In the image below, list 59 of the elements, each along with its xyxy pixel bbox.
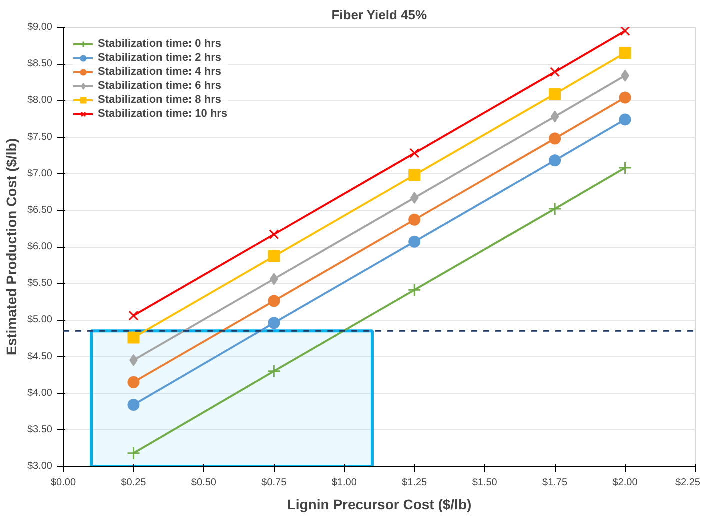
point (549, 132, 562, 145)
point (128, 399, 140, 412)
point (268, 317, 280, 330)
point (126, 446, 140, 460)
legend-label: Stabilization time: 4 hrs (98, 65, 222, 79)
y-tick-label: $3.00 (27, 461, 53, 472)
y-tick-label: $5.50 (27, 278, 53, 290)
y-tick-label: $8.50 (27, 58, 53, 70)
legend-label: Stabilization time: 10 hrs (98, 107, 228, 121)
y-tick-label: $4.00 (27, 388, 53, 399)
x-tick-label: $0.00 (50, 478, 76, 488)
point (550, 110, 560, 123)
legend-label: Stabilization time: 2 hrs (98, 51, 222, 65)
point (268, 295, 280, 308)
point (267, 364, 281, 378)
x-tick-label: $1.00 (332, 478, 358, 488)
point (408, 169, 421, 182)
y-tick-label: $4.50 (27, 351, 53, 362)
y-axis-title: Estimated Production Cost ($/lb) (3, 138, 20, 356)
point (619, 92, 632, 104)
point (408, 214, 421, 226)
point (619, 114, 632, 126)
legend-label: Stabilization time: 8 hrs (98, 93, 222, 107)
x-tick-label: $0.75 (262, 478, 288, 488)
point (410, 192, 419, 204)
point (408, 236, 421, 248)
y-tick-label: $3.50 (27, 424, 53, 436)
point (128, 332, 140, 344)
point (269, 230, 280, 240)
y-tick-label: $7.00 (27, 168, 53, 180)
point (548, 202, 562, 216)
legend-label: Stabilization time: 0 hrs (98, 37, 222, 51)
point (550, 67, 560, 78)
x-tick-label: $1.50 (472, 478, 498, 488)
y-tick-label: $6.50 (27, 204, 53, 216)
x-tick-label: $1.75 (542, 478, 568, 488)
y-tick-label: $9.00 (27, 22, 53, 33)
x-axis-title: Lignin Precursor Cost ($/lb) (287, 496, 472, 512)
y-tick-label: $7.50 (27, 132, 53, 143)
point (620, 28, 630, 36)
x-tick-label: $2.00 (612, 478, 638, 488)
point (128, 376, 140, 388)
point (128, 310, 139, 321)
x-tick-label: $2.25 (675, 478, 701, 488)
point (408, 283, 422, 297)
point (410, 148, 420, 158)
point (268, 250, 280, 263)
y-tick-label: $5.00 (27, 314, 53, 326)
y-tick-label: $6.00 (27, 242, 53, 252)
point (549, 154, 562, 167)
point (619, 47, 632, 60)
legend-label: Stabilization time: 6 hrs (98, 79, 222, 93)
point (549, 88, 562, 100)
x-tick-label: $0.25 (121, 478, 147, 488)
point (618, 161, 632, 175)
x-tick-label: $1.25 (402, 478, 428, 488)
x-tick-label: $0.50 (191, 478, 217, 488)
y-tick-label: $8.00 (27, 95, 53, 106)
chart-title: Fiber Yield 45% (332, 8, 428, 22)
